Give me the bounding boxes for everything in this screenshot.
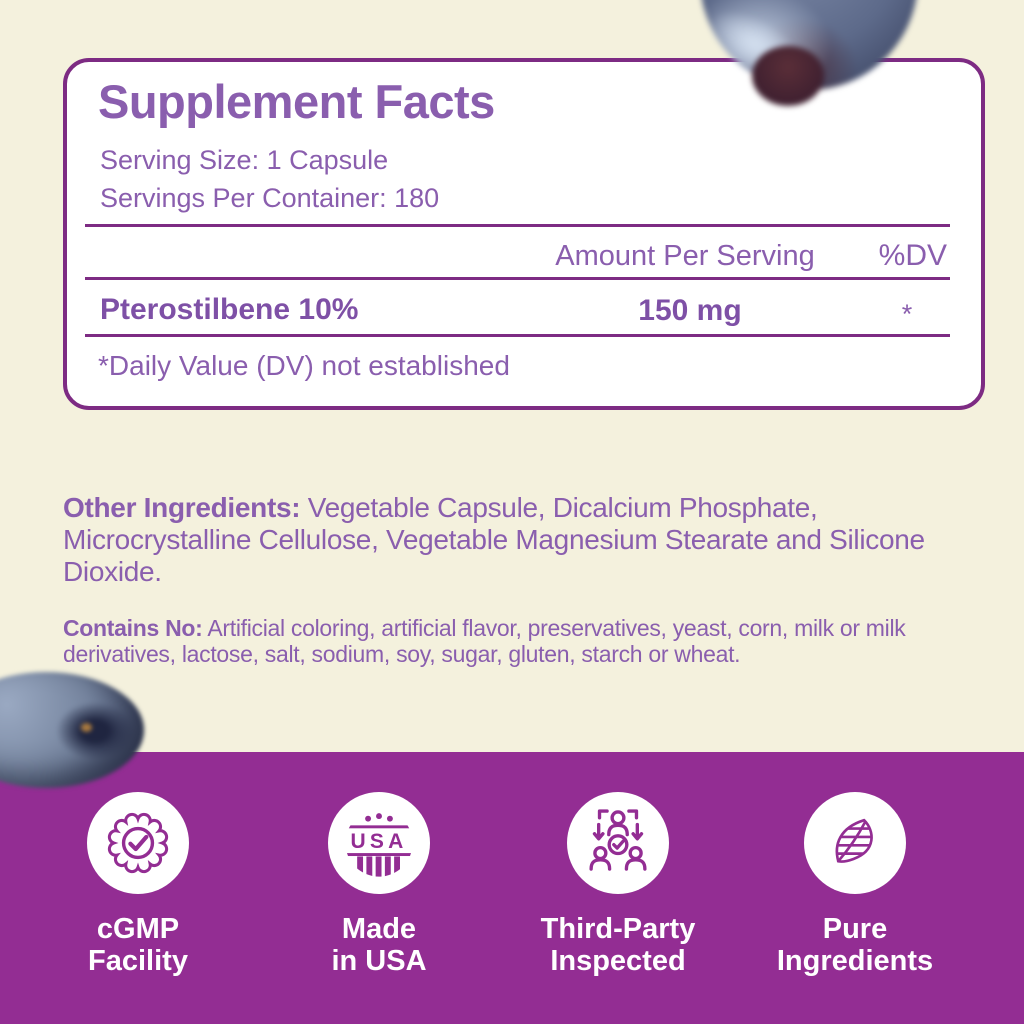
serving-size-text: Serving Size: 1 Capsule	[100, 145, 389, 175]
third-party-inspected-icon	[589, 809, 647, 871]
contains-no-label: Contains No:	[63, 615, 203, 641]
cgmp-badge	[87, 792, 189, 894]
third-party-badge	[567, 792, 669, 894]
cgmp-badge-label: cGMP Facility	[88, 913, 188, 977]
pure-ingredients-badge-label: Pure Ingredients	[776, 913, 934, 977]
made-in-usa-badge: USA	[328, 792, 430, 894]
other-ingredients-label: Other Ingredients:	[63, 492, 301, 523]
pure-ingredients-badge	[804, 792, 906, 894]
ingredient-dv-asterisk: *	[901, 299, 913, 329]
cgmp-seal-check-icon	[107, 812, 169, 874]
other-ingredients-line: Dioxide.	[63, 556, 162, 587]
other-ingredients-line: Microcrystalline Cellulose, Vegetable Ma…	[63, 524, 925, 555]
third-party-badge-label: Third-Party Inspected	[540, 913, 696, 977]
contains-no-line: derivatives, lactose, salt, sodium, soy,…	[63, 641, 741, 667]
made-in-usa-badge-label: Made in USA	[331, 913, 427, 977]
blueberry-image-left	[0, 672, 144, 788]
ingredient-name: Pterostilbene 10%	[100, 293, 359, 326]
other-ingredients-line: Other Ingredients: Vegetable Capsule, Di…	[63, 492, 818, 523]
other-ingredients-text: Other Ingredients: Vegetable Capsule, Di…	[63, 492, 925, 588]
made-in-usa-icon: USA	[345, 813, 413, 877]
supplement-facts-panel: Supplement Facts Serving Size: 1 Capsule…	[63, 58, 985, 410]
supplement-facts-title: Supplement Facts	[98, 75, 495, 128]
divider-line	[85, 224, 950, 227]
servings-per-container-text: Servings Per Container: 180	[100, 183, 440, 213]
column-header-amount: Amount Per Serving	[555, 240, 815, 272]
contains-no-line: Contains No: Artificial coloring, artifi…	[63, 615, 906, 641]
contains-no-text: Contains No: Artificial coloring, artifi…	[63, 615, 906, 667]
divider-line	[85, 334, 950, 337]
column-header-dv: %DV	[878, 239, 947, 272]
daily-value-footnote: *Daily Value (DV) not established	[98, 350, 510, 381]
divider-line	[85, 277, 950, 280]
ingredient-amount: 150 mg	[638, 294, 742, 327]
usa-icon-text: USA	[351, 830, 408, 853]
pure-ingredients-leaf-icon	[835, 818, 873, 863]
